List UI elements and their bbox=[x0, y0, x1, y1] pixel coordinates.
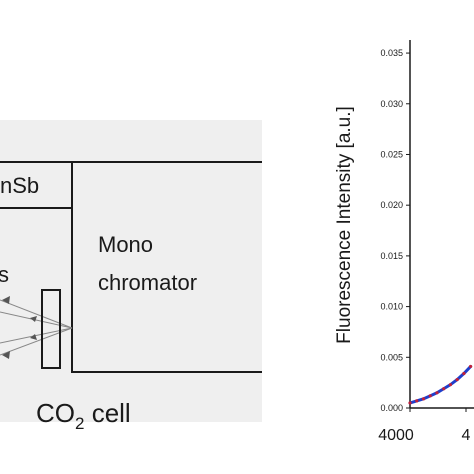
setup-diagram: nSb Mono chromator s CO2 cell bbox=[0, 120, 262, 433]
fluorescence-data-point bbox=[435, 391, 439, 395]
fluorescence-data-point bbox=[448, 383, 453, 387]
fluorescence-series-line bbox=[408, 364, 473, 405]
fluorescence-data-point bbox=[421, 397, 426, 401]
x-ticks: 4000 4 bbox=[378, 408, 471, 444]
co2-cell bbox=[41, 289, 61, 369]
monochromator-box bbox=[71, 161, 262, 373]
fluorescence-data-point bbox=[408, 401, 412, 405]
monochromator-label-line1: Mono bbox=[98, 232, 153, 257]
monochromator-label-line2: chromator bbox=[98, 270, 197, 295]
fluorescence-chart: Fluorescence Intensity [a.u.] 0.000 0.005… bbox=[334, 40, 474, 444]
y-tick-label: 0.005 bbox=[380, 352, 403, 362]
y-tick-label: 0.020 bbox=[380, 200, 403, 210]
fluorescence-data-point bbox=[455, 378, 459, 382]
plot-series bbox=[408, 364, 473, 405]
fluorescence-data-point bbox=[462, 371, 466, 376]
beam-arrowheads bbox=[2, 296, 37, 359]
y-tick-label: 0.015 bbox=[380, 251, 403, 261]
fluorescence-data-point bbox=[469, 364, 473, 369]
y-ticks: 0.000 0.005 0.010 0.015 0.020 0.025 0.030 0.035 bbox=[380, 48, 410, 413]
detector-label: nSb bbox=[0, 173, 39, 198]
fluorescence-data-point bbox=[415, 399, 419, 403]
y-tick-label: 0.030 bbox=[380, 99, 403, 109]
y-tick-label: 0.035 bbox=[380, 48, 403, 58]
y-tick-label: 0.000 bbox=[380, 403, 403, 413]
x-tick-label: 4000 bbox=[378, 427, 414, 444]
cell-label: CO2 cell bbox=[36, 398, 131, 433]
y-axis-label: Fluorescence Intensity [a.u.] bbox=[334, 106, 355, 344]
y-tick-label: 0.010 bbox=[380, 302, 403, 312]
fluorescence-data-point bbox=[428, 394, 432, 398]
y-tick-label: 0.025 bbox=[380, 149, 403, 159]
cell-label-subscript: 2 bbox=[75, 414, 84, 433]
source-label-fragment: s bbox=[0, 262, 9, 287]
cell-label-rest: cell bbox=[84, 398, 130, 428]
fluorescence-data-point bbox=[442, 387, 446, 391]
x-tick-label: 4 bbox=[462, 427, 471, 444]
cell-label-main: CO bbox=[36, 398, 75, 428]
